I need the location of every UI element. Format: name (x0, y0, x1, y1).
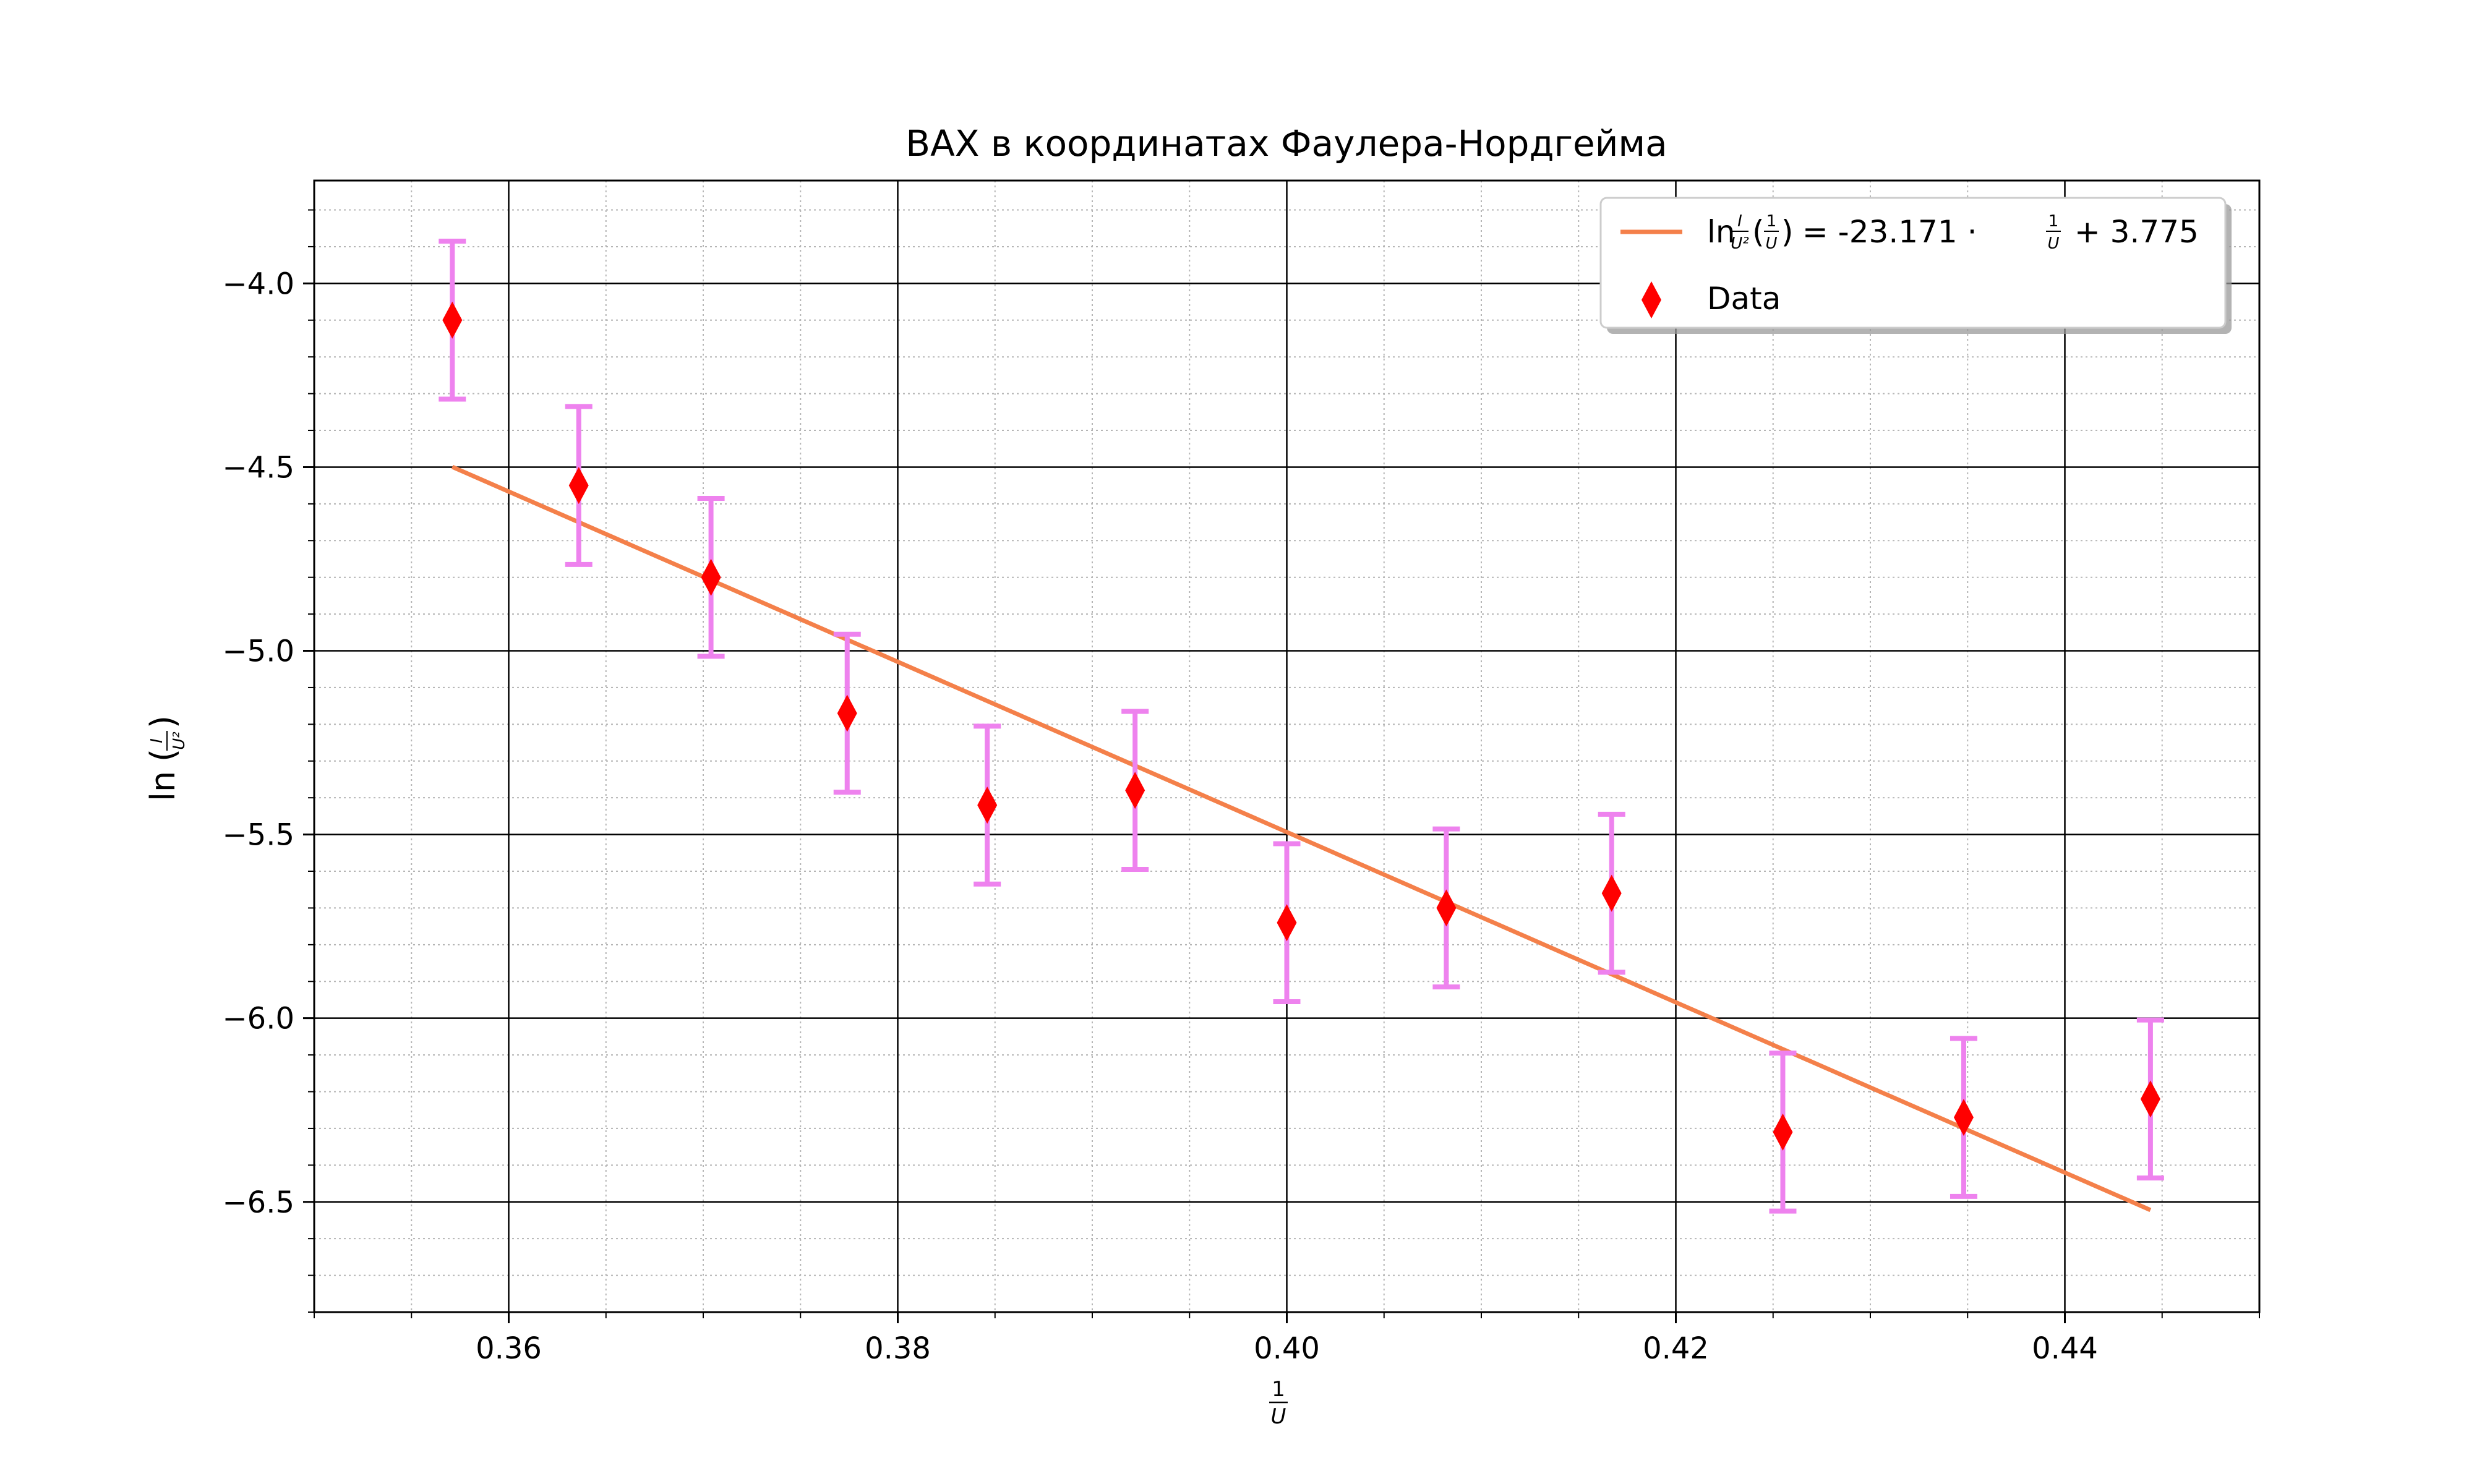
x-tick-label: 0.38 (865, 1331, 931, 1366)
x-tick-label: 0.42 (1643, 1331, 1709, 1366)
legend-box (1599, 197, 2227, 329)
legend-fit-close-paren: ) (1781, 214, 1794, 250)
data-point (1125, 772, 1145, 809)
data-point (701, 558, 721, 596)
data-point (1953, 1099, 1974, 1136)
data-point (1277, 904, 1297, 942)
x-tick-label: 0.40 (1254, 1331, 1320, 1366)
x-axis-label: 1 U (1269, 1377, 1288, 1429)
y-axis-label-open-paren: ( (143, 749, 182, 762)
fit-line (451, 464, 2152, 1213)
legend-fit-arg-num: 1 (1766, 212, 1777, 231)
y-axis-label-close-paren: ) (143, 715, 182, 728)
data-point (568, 467, 589, 505)
data-point (1773, 1113, 1793, 1151)
data-point (1436, 889, 1457, 927)
y-axis-label-denominator: U² (170, 731, 189, 749)
y-tick-label: −4.5 (222, 450, 294, 485)
legend: ln I U² ( 1 U ) = -23.171 · 1 U + 3.775 … (1599, 197, 2232, 334)
y-axis-label: ln ( I U² ) (143, 715, 189, 801)
y-tick-label: −5.0 (222, 634, 294, 669)
x-axis-label-numerator: 1 (1272, 1377, 1285, 1402)
legend-fit-arg-den: U (1765, 234, 1777, 253)
y-axis-label-numerator: I (148, 738, 166, 743)
x-tick-label: 0.44 (2032, 1331, 2098, 1366)
data-point (837, 694, 857, 732)
x-tick-label: 0.36 (476, 1331, 542, 1366)
data-point (977, 787, 998, 824)
legend-fit-frac-den: U² (1731, 234, 1748, 253)
y-tick-label: −5.5 (222, 818, 294, 853)
legend-fit-unit-num: 1 (2048, 212, 2059, 231)
legend-fit-frac-num: I (1737, 212, 1742, 231)
data-point (2140, 1080, 2160, 1118)
data-point (1601, 874, 1622, 912)
legend-fit-open-paren: ( (1752, 214, 1765, 250)
legend-fit-intercept: + 3.775 (2065, 214, 2199, 250)
axis-tick-labels: 0.36 0.38 0.40 0.42 0.44 −4.0 −4.5 −5.0 −5.5 −6.0… (222, 267, 2098, 1366)
data-points-layer (439, 239, 2164, 1214)
legend-fit-slope: = -23.171 · (1792, 214, 1987, 250)
x-axis-label-denominator: U (1271, 1404, 1286, 1429)
y-tick-label: −6.5 (222, 1185, 294, 1220)
legend-fit-label: ln I U² ( 1 U ) = -23.171 · 1 U + 3.775 (1707, 212, 2199, 253)
chart-title: ВАХ в координатах Фаулера-Нордгейма (905, 122, 1667, 164)
fit-line-layer (451, 464, 2152, 1213)
legend-fit-unit-den: U (2047, 234, 2059, 253)
legend-fit-fn: ln (1707, 214, 1736, 250)
y-tick-label: −6.0 (222, 1002, 294, 1036)
legend-data-label: Data (1707, 281, 1781, 317)
data-point (442, 301, 463, 339)
legend-data-swatch (1641, 281, 1661, 318)
y-axis-label-function: ln (143, 771, 182, 801)
axis-ticks (303, 209, 2260, 1323)
y-tick-label: −4.0 (222, 267, 294, 301)
